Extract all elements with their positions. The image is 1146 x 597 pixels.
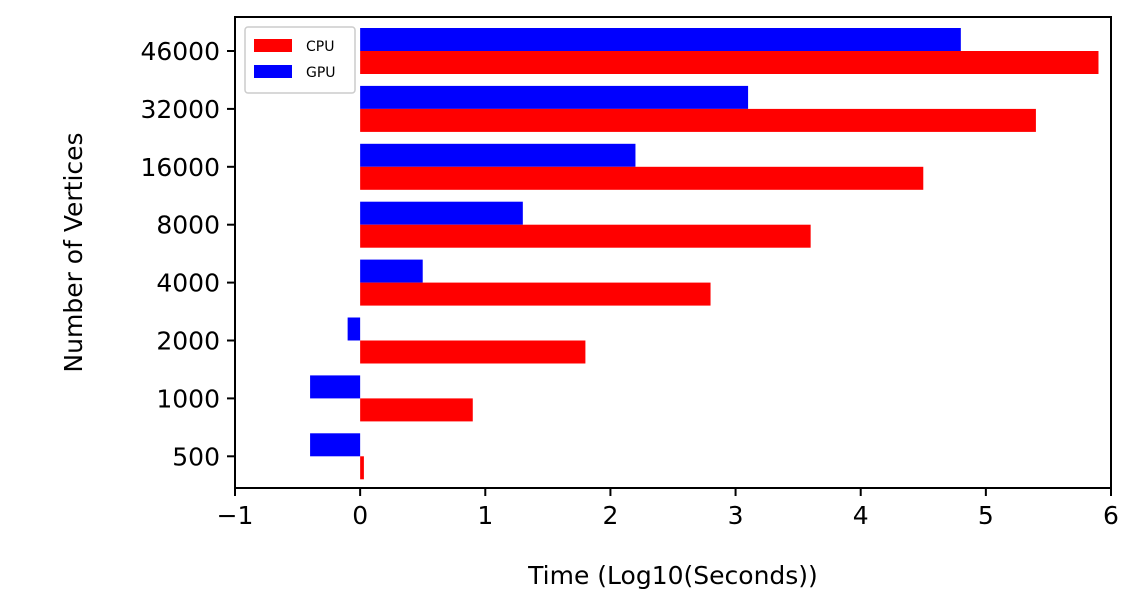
legend-swatch-cpu: [254, 39, 292, 52]
x-tick-label: 0: [352, 501, 368, 530]
bar-gpu-46000: [360, 28, 961, 51]
y-axis-title: Number of Vertices: [59, 132, 88, 372]
x-axis-title: Time (Log10(Seconds)): [527, 561, 818, 590]
y-tick-label: 16000: [140, 153, 220, 182]
x-tick-label: 5: [978, 501, 994, 530]
x-tick-label: 4: [853, 501, 869, 530]
legend: CPU GPU: [244, 26, 356, 94]
y-tick-label: 500: [172, 442, 220, 471]
bars-layer: [310, 28, 1099, 480]
bar-cpu-8000: [360, 224, 811, 248]
bar-cpu-500: [360, 456, 364, 480]
y-tick-label: 32000: [140, 95, 220, 124]
x-tick-label: 2: [602, 501, 618, 530]
bar-gpu-16000: [360, 143, 636, 167]
legend-label-cpu: CPU: [306, 39, 334, 55]
bar-gpu-4000: [360, 259, 423, 283]
y-tick-label: 46000: [140, 37, 220, 66]
bar-gpu-500: [310, 433, 361, 457]
y-tick-label: 1000: [156, 384, 220, 413]
y-tick-label: 8000: [156, 211, 220, 240]
x-tick-label: 6: [1103, 501, 1119, 530]
bar-gpu-1000: [310, 375, 361, 399]
bar-gpu-8000: [360, 201, 523, 225]
bar-cpu-1000: [360, 398, 473, 422]
bar-cpu-46000: [360, 51, 1099, 74]
x-tick-label: 3: [728, 501, 744, 530]
x-axis-ticks: −1 0 1 2 3 4 5 6: [217, 488, 1119, 530]
y-axis-ticks: 500 1000 2000 4000 8000 16000 32000 46000: [140, 37, 235, 471]
plot-frame: [234, 16, 1112, 489]
y-tick-label: 4000: [156, 269, 220, 298]
legend-label-gpu: GPU: [306, 65, 336, 81]
bar-cpu-32000: [360, 108, 1036, 132]
bar-gpu-32000: [360, 85, 749, 109]
bar-cpu-2000: [360, 340, 586, 364]
y-tick-label: 2000: [156, 327, 220, 356]
legend-swatch-gpu: [254, 65, 292, 78]
bar-cpu-16000: [360, 166, 924, 190]
x-tick-label: 1: [477, 501, 493, 530]
x-tick-label: −1: [217, 501, 254, 530]
bar-gpu-2000: [347, 317, 361, 341]
legend-box: [244, 26, 356, 94]
bar-cpu-4000: [360, 282, 711, 306]
